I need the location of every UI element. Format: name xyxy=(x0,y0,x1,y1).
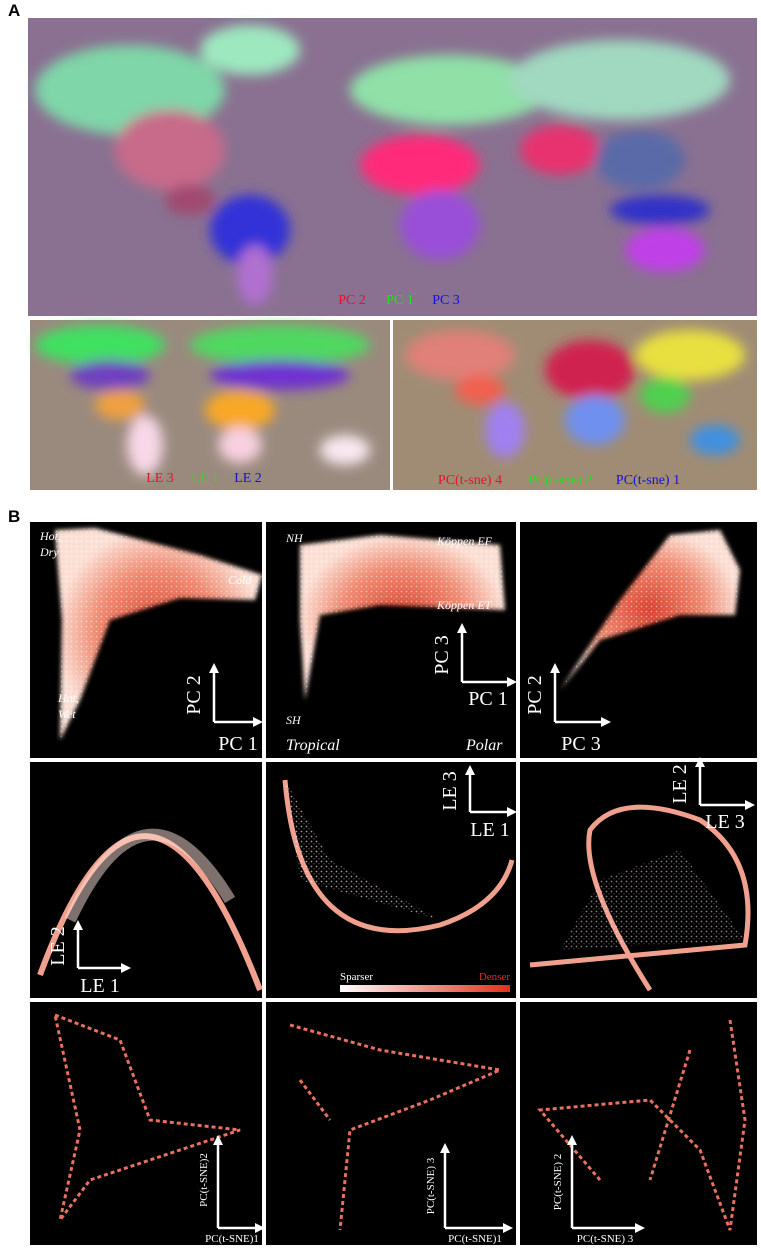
y-axis-label: PC(t-SNE) 3 xyxy=(425,1157,437,1214)
y-axis-label: PC 2 xyxy=(524,675,546,714)
y-axis-label: LE 3 xyxy=(439,771,461,810)
y-axis-label: PC(t-SNE) 2 xyxy=(552,1154,564,1211)
x-axis-label: LE 1 xyxy=(80,975,119,997)
annotation: Tropical xyxy=(286,737,340,754)
x-axis-label: PC 1 xyxy=(468,688,507,710)
y-axis-label: PC 2 xyxy=(183,675,205,714)
map-tsne: PC(t-sne) 4 PC(t-sne) 2 PC(t-sne) 1 xyxy=(393,320,757,490)
colorbar: Sparser Denser xyxy=(340,971,510,992)
annotation: Köppen ET xyxy=(436,598,493,612)
map-le: LE 3 LE 1 LE 2 xyxy=(30,320,390,490)
annotation: Dry xyxy=(39,545,59,559)
colorbar-label: Denser xyxy=(479,971,510,983)
x-axis-label: LE 1 xyxy=(470,819,509,841)
map-legend: PC(t-sne) 2 xyxy=(528,473,592,488)
x-axis-label: PC(t-SNE)1 xyxy=(448,1233,502,1245)
map-legend: LE 3 xyxy=(146,471,174,486)
y-axis-label: PC 3 xyxy=(431,635,453,674)
map-pc: PC 2 PC 1 PC 3 xyxy=(28,18,757,316)
map-legend: PC 3 xyxy=(432,293,460,308)
colorbar-label: Sparser xyxy=(340,971,373,983)
x-axis-label: PC(t-SNE) 3 xyxy=(577,1233,634,1245)
x-axis-label: PC 3 xyxy=(561,733,600,755)
map-legend: LE 2 xyxy=(234,471,262,486)
x-axis-label: LE 3 xyxy=(705,811,744,833)
map-legend: LE 1 xyxy=(191,471,219,486)
annotation: SH xyxy=(286,713,302,727)
map-legend: PC(t-sne) 4 xyxy=(438,473,502,488)
annotation: Cold xyxy=(228,573,252,587)
annotation: Hot, xyxy=(39,529,61,543)
y-axis-label: PC(t-SNE)2 xyxy=(198,1153,210,1207)
annotations: Hot, Dry Cold Hot, Wet NH Köppen EF Köpp… xyxy=(39,529,503,754)
panel-label: A xyxy=(8,1,20,20)
x-axis-label: PC(t-SNE)1 xyxy=(205,1233,259,1245)
x-axis-label: PC 1 xyxy=(218,733,257,755)
scatter-clouds xyxy=(37,528,751,1231)
annotation: Hot, xyxy=(57,691,79,705)
colorbar-gradient xyxy=(340,985,510,992)
panel-label: B xyxy=(8,507,20,526)
y-axis-label: LE 2 xyxy=(47,926,69,965)
y-axis-label: LE 2 xyxy=(669,764,691,803)
map-legend: PC 2 xyxy=(338,293,366,308)
annotation: Köppen EF xyxy=(436,534,493,548)
annotation: NH xyxy=(285,531,304,545)
map-legend: PC 1 xyxy=(386,293,414,308)
annotation: Wet xyxy=(58,707,76,721)
map-legend: PC(t-sne) 1 xyxy=(616,473,680,488)
annotation: Polar xyxy=(465,737,503,754)
